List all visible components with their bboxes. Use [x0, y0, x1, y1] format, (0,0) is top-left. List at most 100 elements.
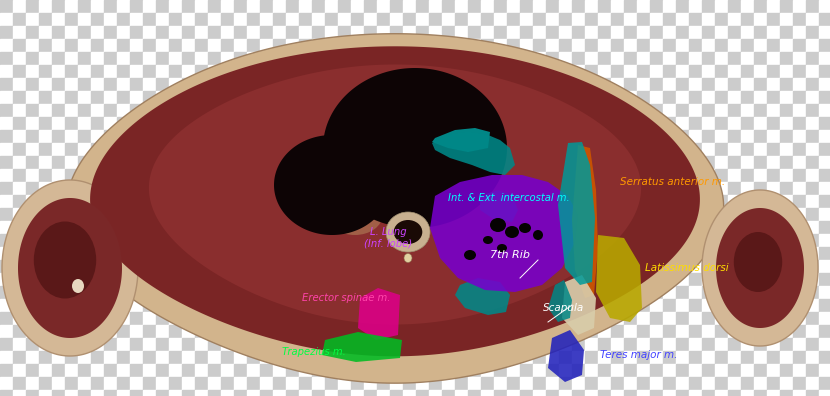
Bar: [403, 13, 416, 26]
Bar: [338, 312, 351, 325]
Bar: [650, 52, 663, 65]
Bar: [91, 260, 104, 273]
Bar: [585, 143, 598, 156]
Bar: [611, 39, 624, 52]
Bar: [819, 325, 830, 338]
Bar: [806, 234, 819, 247]
Bar: [494, 325, 507, 338]
Bar: [377, 26, 390, 39]
Bar: [208, 247, 221, 260]
Bar: [169, 260, 182, 273]
Bar: [572, 325, 585, 338]
Bar: [624, 117, 637, 130]
Bar: [260, 351, 273, 364]
Bar: [546, 390, 559, 396]
Bar: [611, 312, 624, 325]
Text: Scapula: Scapula: [544, 303, 584, 313]
Bar: [312, 195, 325, 208]
Bar: [429, 104, 442, 117]
Bar: [325, 390, 338, 396]
Bar: [702, 312, 715, 325]
Bar: [312, 0, 325, 13]
Bar: [156, 377, 169, 390]
Bar: [169, 234, 182, 247]
Bar: [0, 377, 13, 390]
Bar: [533, 247, 546, 260]
Bar: [13, 390, 26, 396]
Bar: [0, 78, 13, 91]
Bar: [299, 13, 312, 26]
Bar: [130, 351, 143, 364]
Bar: [416, 390, 429, 396]
Bar: [390, 39, 403, 52]
Bar: [260, 169, 273, 182]
Bar: [299, 208, 312, 221]
Bar: [169, 13, 182, 26]
Bar: [520, 364, 533, 377]
Bar: [429, 273, 442, 286]
Bar: [520, 13, 533, 26]
Polygon shape: [90, 46, 700, 356]
Bar: [78, 143, 91, 156]
Bar: [325, 260, 338, 273]
Bar: [650, 208, 663, 221]
Bar: [819, 65, 830, 78]
Bar: [533, 13, 546, 26]
Bar: [572, 338, 585, 351]
Bar: [299, 117, 312, 130]
Bar: [819, 390, 830, 396]
Bar: [598, 169, 611, 182]
Bar: [91, 91, 104, 104]
Bar: [221, 39, 234, 52]
Bar: [624, 143, 637, 156]
Bar: [13, 195, 26, 208]
Bar: [780, 39, 793, 52]
Bar: [195, 221, 208, 234]
Bar: [156, 338, 169, 351]
Bar: [637, 117, 650, 130]
Bar: [351, 364, 364, 377]
Bar: [286, 195, 299, 208]
Bar: [819, 169, 830, 182]
Bar: [793, 65, 806, 78]
Bar: [390, 195, 403, 208]
Bar: [299, 182, 312, 195]
Bar: [546, 299, 559, 312]
Bar: [221, 234, 234, 247]
Bar: [533, 351, 546, 364]
Bar: [208, 182, 221, 195]
Bar: [546, 377, 559, 390]
Bar: [195, 234, 208, 247]
Bar: [104, 286, 117, 299]
Bar: [273, 0, 286, 13]
Bar: [26, 65, 39, 78]
Bar: [806, 104, 819, 117]
Bar: [442, 260, 455, 273]
Bar: [494, 312, 507, 325]
Bar: [286, 208, 299, 221]
Bar: [494, 52, 507, 65]
Bar: [65, 351, 78, 364]
Bar: [338, 325, 351, 338]
Bar: [260, 39, 273, 52]
Bar: [234, 351, 247, 364]
Bar: [559, 325, 572, 338]
Bar: [91, 65, 104, 78]
Bar: [247, 260, 260, 273]
Bar: [390, 312, 403, 325]
Bar: [468, 130, 481, 143]
Bar: [208, 91, 221, 104]
Bar: [715, 39, 728, 52]
Bar: [754, 351, 767, 364]
Bar: [793, 390, 806, 396]
Polygon shape: [562, 275, 596, 335]
Bar: [676, 65, 689, 78]
Bar: [52, 195, 65, 208]
Bar: [104, 338, 117, 351]
Bar: [143, 13, 156, 26]
Bar: [702, 91, 715, 104]
Bar: [468, 221, 481, 234]
Bar: [65, 234, 78, 247]
Bar: [767, 156, 780, 169]
Bar: [26, 104, 39, 117]
